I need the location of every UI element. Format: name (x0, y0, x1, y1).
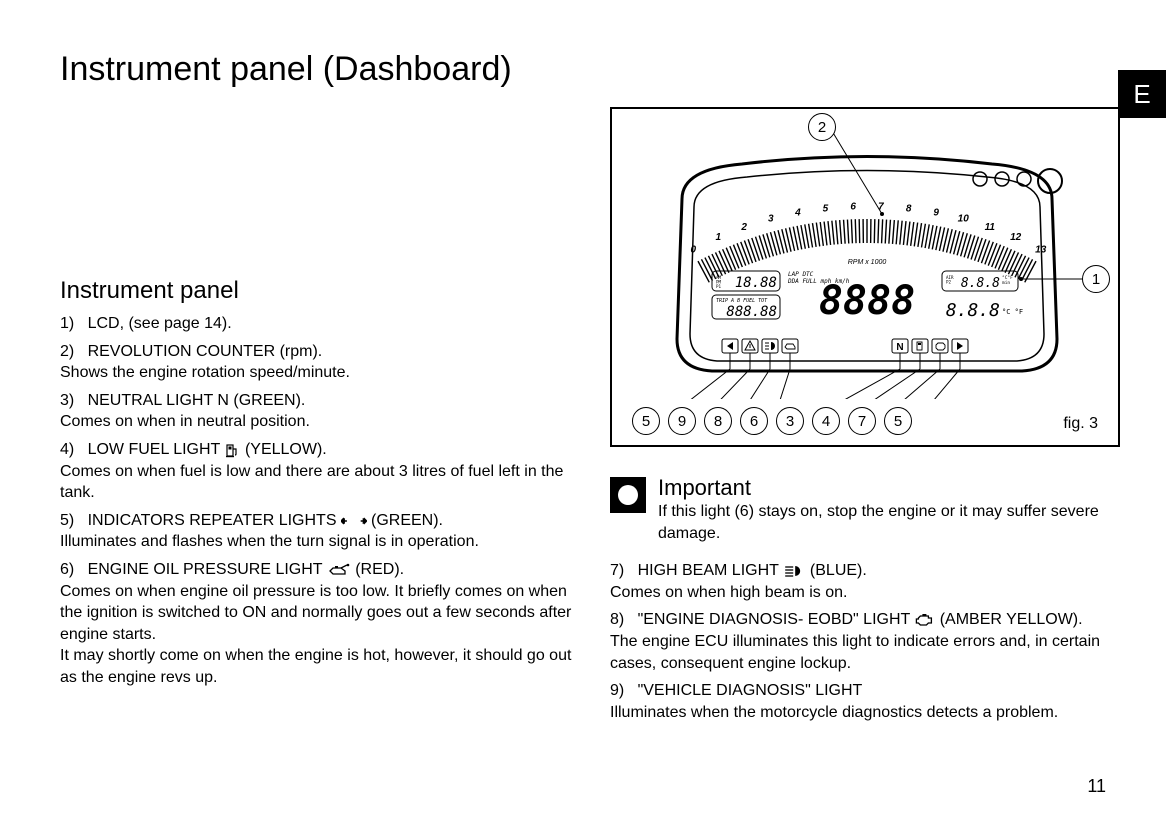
page-title: Instrument panel (Dashboard) (60, 50, 1106, 89)
oil-can-icon (327, 561, 351, 578)
callout-circle: 4 (812, 407, 840, 435)
callout-circle: 7 (848, 407, 876, 435)
lcd-left-top-prefix: AMPMP1 (716, 275, 722, 289)
list-item: 6) ENGINE OIL PRESSURE LIGHT (RED).Comes… (60, 559, 580, 689)
svg-text:°C °F: °C °F (1002, 308, 1023, 316)
left-items-list: 1) LCD, (see page 14). 2) REVOLUTION COUN… (60, 313, 580, 689)
callout-circle: 3 (776, 407, 804, 435)
list-item: 1) LCD, (see page 14). (60, 313, 580, 335)
list-item: 4) LOW FUEL LIGHT (YELLOW).Comes on when… (60, 439, 580, 504)
right-column: 012345678910111213 RPM x 1000 AMPMP1 18.… (610, 107, 1150, 729)
left-column: Instrument panel 1) LCD, (see page 14). 2… (60, 107, 580, 729)
svg-text:18.88: 18.88 (735, 275, 777, 291)
engine-icon (914, 611, 935, 628)
dashboard-figure: 012345678910111213 RPM x 1000 AMPMP1 18.… (610, 107, 1120, 447)
list-item: 2) REVOLUTION COUNTER (rpm).Shows the en… (60, 341, 580, 384)
list-item: 5) INDICATORS REPEATER LIGHTS (GREEN).Il… (60, 510, 580, 553)
svg-text:8.8.8: 8.8.8 (961, 276, 1000, 291)
right-items-list: 7) HIGH BEAM LIGHT (BLUE).Comes on when … (610, 560, 1150, 723)
callout-circle: 5 (632, 407, 660, 435)
list-item: 3) NEUTRAL LIGHT N (GREEN).Comes on when… (60, 390, 580, 433)
dashboard-svg: 012345678910111213 RPM x 1000 AMPMP1 18.… (622, 119, 1112, 399)
content-columns: Instrument panel 1) LCD, (see page 14). 2… (60, 107, 1106, 729)
callout-circle: 6 (740, 407, 768, 435)
important-title: Important (658, 475, 1150, 501)
page-number: 11 (1087, 776, 1106, 797)
callout-circle: 8 (704, 407, 732, 435)
important-block: Important If this light (6) stays on, st… (610, 475, 1150, 544)
callout-circle: 5 (884, 407, 912, 435)
section-letter: E (1133, 79, 1150, 110)
important-icon (610, 477, 646, 513)
callout-top: 2 (808, 113, 836, 141)
svg-text:8888: 8888 (819, 278, 915, 324)
fuel-pump-icon (224, 441, 240, 458)
callout-circle: 9 (668, 407, 696, 435)
arrows-lr-icon (341, 512, 367, 529)
figure-label: fig. 3 (1063, 415, 1098, 433)
bottom-callout-row: 59863475 (632, 407, 912, 435)
high-beam-icon (783, 562, 805, 579)
list-item: 8) "ENGINE DIAGNOSIS- EOBD" LIGHT (AMBER… (610, 609, 1150, 674)
important-text: If this light (6) stays on, stop the eng… (658, 501, 1150, 544)
section-tab: E (1118, 70, 1166, 118)
svg-text:8.8.8: 8.8.8 (946, 300, 1000, 321)
list-item: 9) "VEHICLE DIAGNOSIS" LIGHTIlluminates … (610, 680, 1150, 723)
callout-right: 1 (1082, 265, 1110, 293)
svg-text:N: N (896, 342, 903, 353)
svg-text:888.88: 888.88 (726, 304, 777, 320)
svg-text:RPM x 1000: RPM x 1000 (848, 259, 887, 266)
manual-page: E Instrument panel (Dashboard) Instrumen… (0, 0, 1166, 827)
list-item: 7) HIGH BEAM LIGHT (BLUE).Comes on when … (610, 560, 1150, 603)
left-subheading: Instrument panel (60, 277, 580, 305)
